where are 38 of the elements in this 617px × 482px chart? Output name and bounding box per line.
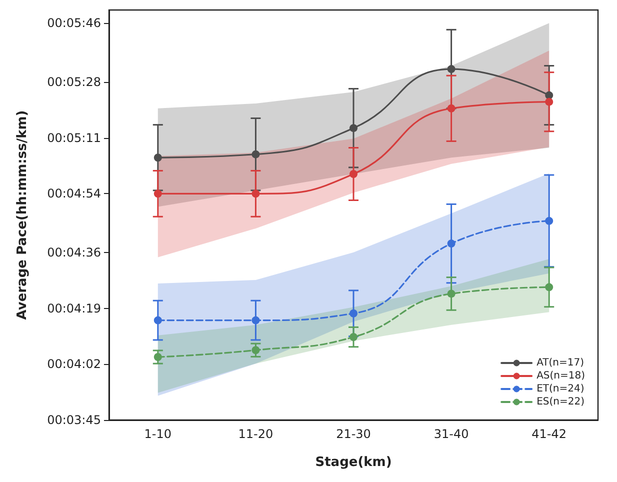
legend-label: AS(n=18) — [536, 370, 586, 382]
legend-label: ES(n=22) — [536, 396, 585, 408]
x-tick-label: 41-42 — [532, 427, 567, 441]
point — [350, 124, 358, 132]
point — [447, 240, 456, 248]
legend-label: AT(n=17) — [536, 358, 584, 368]
point — [545, 216, 554, 225]
y-tick-label: 00:04:54 — [47, 186, 101, 201]
point — [545, 98, 554, 106]
y-tick-label: 00:04:02 — [47, 357, 101, 372]
point — [154, 353, 162, 362]
point — [447, 104, 456, 112]
y-tick-label: 00:05:46 — [47, 16, 101, 30]
legend-label: ET(n=24) — [536, 384, 584, 394]
y-tick-label: 00:03:45 — [47, 413, 101, 427]
point — [252, 316, 260, 324]
point — [252, 190, 260, 198]
point — [350, 170, 358, 178]
point — [350, 333, 358, 342]
point — [545, 283, 554, 292]
point — [154, 190, 162, 198]
y-axis-title: Average Pace(hh:mm:ss/km) — [15, 110, 30, 320]
point — [154, 316, 162, 324]
y-tick-label: 00:05:11 — [47, 130, 101, 145]
point — [154, 154, 162, 162]
x-tick-label: 31-40 — [434, 427, 469, 441]
point — [252, 150, 260, 158]
point — [447, 290, 456, 298]
point — [252, 346, 260, 354]
y-tick-label: 00:04:36 — [47, 246, 101, 260]
point — [350, 309, 358, 318]
x-axis-title: Stage(km) — [315, 455, 392, 470]
x-tick-label: 21-30 — [336, 427, 371, 441]
x-tick-label: 11-20 — [238, 427, 274, 441]
point — [447, 65, 456, 74]
y-tick-label: 00:04:19 — [47, 301, 101, 316]
y-tick-label: 00:05:28 — [47, 75, 101, 90]
x-tick-label: 1-10 — [144, 427, 172, 441]
